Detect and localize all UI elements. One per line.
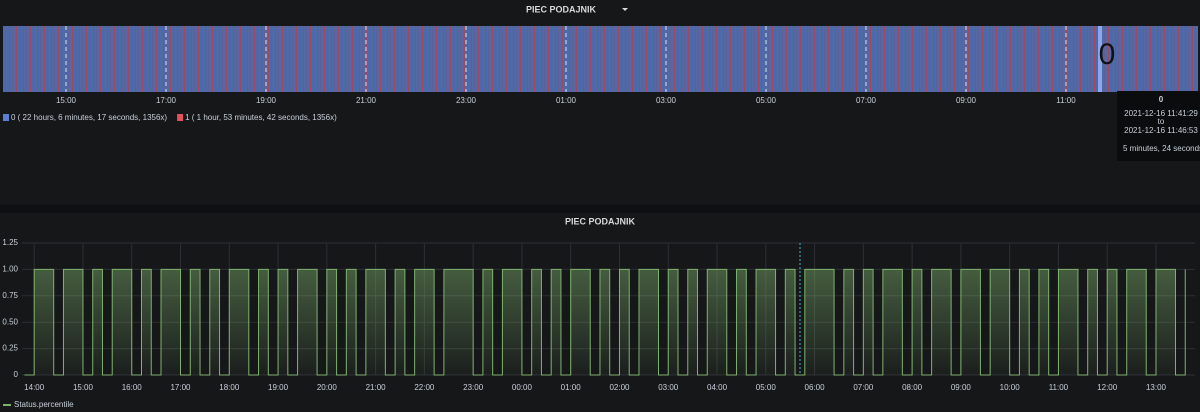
x-tick-label: 19:00 — [268, 383, 289, 392]
x-tick-label: 18:00 — [219, 383, 240, 392]
y-tick-label: 0.25 — [2, 344, 18, 353]
x-tick-label: 17:00 — [156, 96, 177, 105]
x-tick-label: 19:00 — [256, 96, 277, 105]
y-tick-label: 1.00 — [2, 265, 18, 274]
dropdown-arrow[interactable] — [622, 8, 628, 11]
x-tick-label: 15:00 — [56, 96, 77, 105]
legend-swatch — [3, 114, 9, 121]
x-tick-label: 17:00 — [170, 383, 191, 392]
tooltip-from: 2021-12-16 11:41:29 — [1124, 109, 1198, 118]
legend-swatch — [3, 404, 11, 406]
legend-label: 1 ( 1 hour, 53 minutes, 42 seconds, 1356… — [185, 113, 337, 122]
legend-label: Status.percentile — [14, 400, 74, 409]
x-tick-label: 22:00 — [414, 383, 435, 392]
x-tick-label: 23:00 — [463, 383, 484, 392]
x-tick-label: 06:00 — [805, 383, 826, 392]
y-tick-label: 0.50 — [2, 317, 18, 326]
x-tick-label: 20:00 — [317, 383, 338, 392]
x-tick-label: 23:00 — [456, 96, 477, 105]
x-tick-label: 21:00 — [366, 383, 387, 392]
tooltip — [1117, 91, 1200, 161]
x-tick-label: 09:00 — [951, 383, 972, 392]
x-tick-label: 15:00 — [73, 383, 94, 392]
legend-label: 0 ( 22 hours, 6 minutes, 17 seconds, 135… — [11, 113, 167, 122]
timeline-panel: PIEC PODAJNIK 0 0 2021-12-16 11:41:29 to… — [3, 4, 1200, 161]
x-tick-label: 07:00 — [853, 383, 874, 392]
value-text: 0 — [1099, 38, 1116, 71]
panel-title[interactable]: PIEC PODAJNIK — [565, 216, 636, 226]
x-tick-label: 11:00 — [1056, 96, 1076, 105]
x-tick-label: 03:00 — [658, 383, 679, 392]
x-tick-label: 10:00 — [1000, 383, 1021, 392]
tooltip-duration: 5 minutes, 24 seconds — [1123, 144, 1200, 153]
x-tick-label: 05:00 — [756, 383, 777, 392]
x-tick-label: 00:00 — [512, 383, 533, 392]
y-tick-label: 1.25 — [2, 238, 18, 247]
timeline-bar — [3, 26, 1198, 92]
x-tick-label: 21:00 — [356, 96, 377, 105]
x-tick-label: 14:00 — [24, 383, 45, 392]
legend-swatch — [177, 114, 184, 121]
highlight — [1098, 26, 1102, 92]
x-tick-label: 07:00 — [856, 96, 877, 105]
panel-title[interactable]: PIEC PODAJNIK — [526, 4, 597, 14]
tooltip-to: 2021-12-16 11:46:53 — [1124, 126, 1198, 135]
x-tick-label: 02:00 — [609, 383, 630, 392]
line — [24, 268, 1186, 376]
x-tick-label: 13:00 — [1146, 383, 1167, 392]
x-tick-label: 05:00 — [756, 96, 777, 105]
x-tick-label: 04:00 — [707, 383, 728, 392]
x-tick-label: 11:00 — [1049, 383, 1069, 392]
x-tick-label: 01:00 — [561, 383, 582, 392]
graph-panel: PIEC PODAJNIK 0 0.25 0.50 0.75 1.00 1.25 14:00… — [2, 216, 1195, 409]
x-tick-label: 01:00 — [556, 96, 577, 105]
x-tick-label: 08:00 — [902, 383, 923, 392]
area — [24, 269, 1186, 375]
x-tick-label: 16:00 — [122, 383, 143, 392]
y-tick-label: 0 — [14, 370, 19, 379]
y-tick-label: 0.75 — [2, 291, 18, 300]
x-tick-label: 12:00 — [1097, 383, 1118, 392]
x-tick-label: 03:00 — [656, 96, 677, 105]
tooltip-to-word: to — [1158, 117, 1165, 126]
tooltip-title: 0 — [1159, 95, 1164, 104]
x-tick-label: 09:00 — [956, 96, 977, 105]
